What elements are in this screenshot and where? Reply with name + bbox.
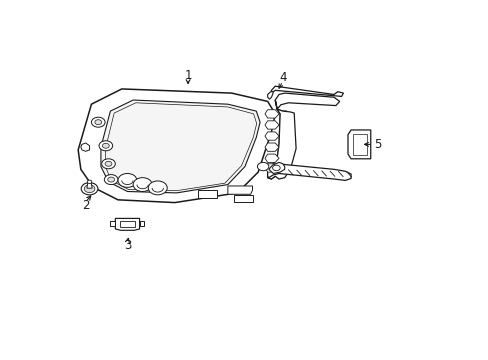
Polygon shape [268,162,284,174]
Text: 4: 4 [279,71,286,84]
Polygon shape [267,164,350,180]
Circle shape [272,165,280,171]
Circle shape [99,141,112,151]
Polygon shape [264,154,279,162]
Circle shape [81,183,98,195]
Text: 1: 1 [184,68,191,82]
Polygon shape [264,132,279,140]
Polygon shape [264,164,279,172]
Polygon shape [87,182,92,188]
Polygon shape [233,194,252,202]
Circle shape [257,162,268,171]
Polygon shape [264,121,279,129]
Circle shape [84,185,95,193]
Polygon shape [264,110,279,118]
Circle shape [87,180,92,184]
Circle shape [95,120,102,125]
Polygon shape [275,93,339,109]
Polygon shape [139,221,144,226]
Circle shape [104,175,118,185]
Polygon shape [264,143,279,151]
Circle shape [118,174,137,187]
Text: 5: 5 [373,138,381,151]
Circle shape [133,177,152,192]
Circle shape [105,161,112,166]
Circle shape [91,117,105,127]
Circle shape [102,159,115,169]
Polygon shape [347,130,370,159]
Text: 3: 3 [123,239,131,252]
Polygon shape [101,100,260,193]
Polygon shape [227,186,252,194]
Polygon shape [197,190,216,198]
Circle shape [102,143,109,148]
Polygon shape [78,89,275,203]
Polygon shape [81,143,89,151]
Polygon shape [115,219,139,230]
Polygon shape [267,100,286,179]
Polygon shape [267,92,273,99]
Text: 2: 2 [82,199,89,212]
Circle shape [148,181,167,195]
Polygon shape [267,109,296,179]
Polygon shape [271,86,343,96]
Circle shape [107,177,114,182]
Polygon shape [110,221,115,226]
